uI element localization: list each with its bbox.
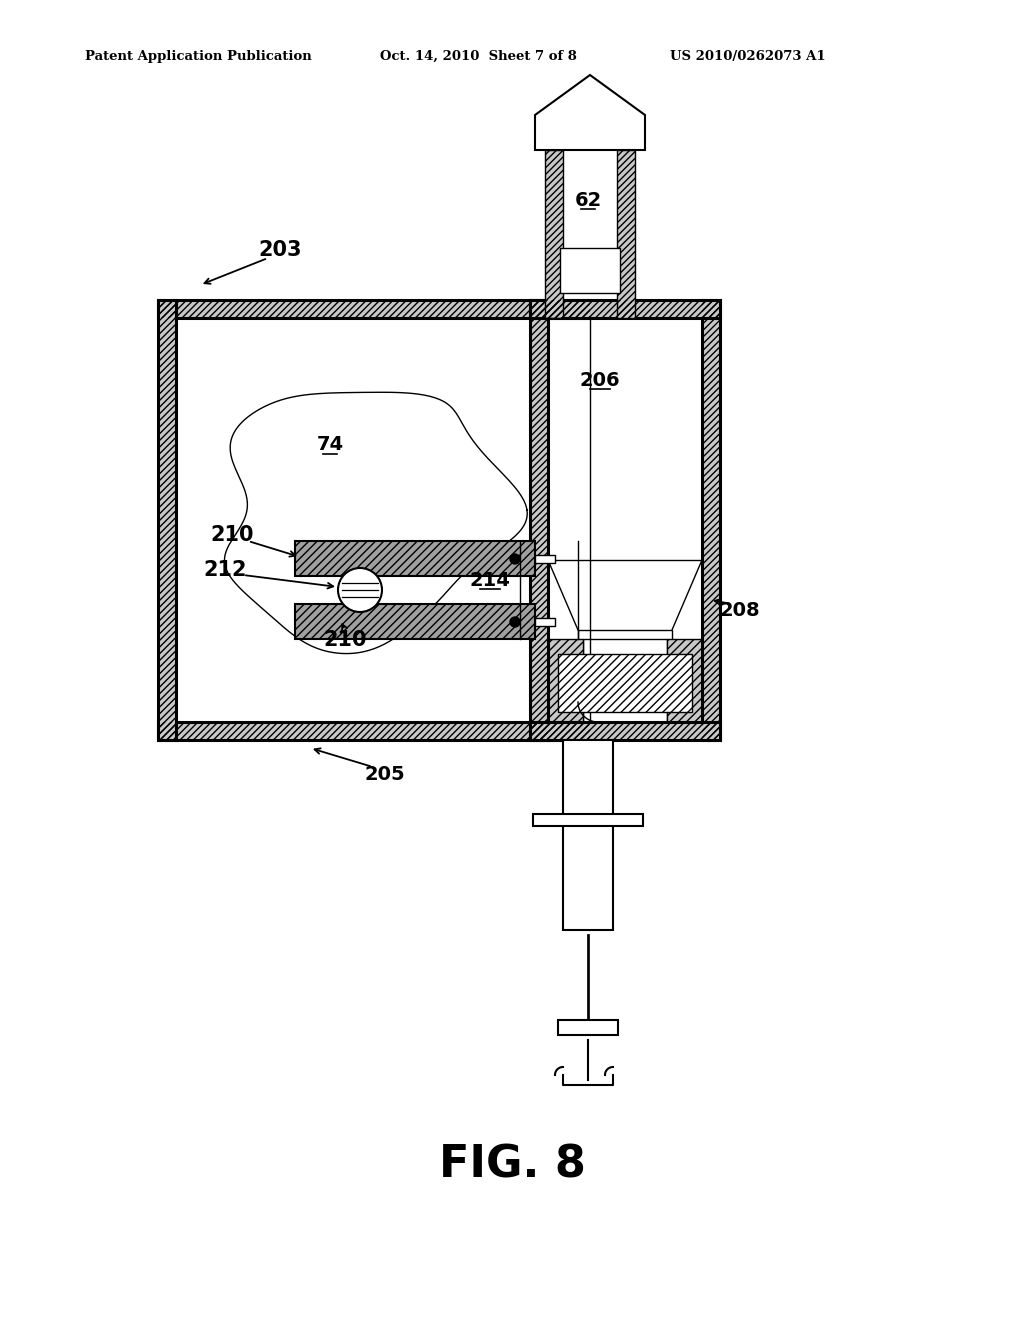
Bar: [617, 150, 635, 318]
Bar: [530, 300, 548, 741]
Bar: [548, 639, 583, 722]
Circle shape: [338, 568, 382, 612]
Bar: [535, 554, 555, 564]
Polygon shape: [224, 392, 527, 653]
Bar: [534, 813, 643, 825]
Bar: [667, 639, 702, 722]
Bar: [295, 605, 535, 639]
Text: 210: 210: [210, 525, 254, 545]
Bar: [558, 653, 692, 711]
Text: 74: 74: [316, 436, 344, 454]
Bar: [295, 605, 535, 639]
Text: 214: 214: [470, 570, 510, 590]
Bar: [545, 150, 563, 318]
Bar: [563, 150, 617, 318]
Bar: [158, 300, 176, 741]
Bar: [535, 618, 555, 626]
Text: Patent Application Publication: Patent Application Publication: [85, 50, 311, 63]
Bar: [617, 150, 635, 318]
Text: 205: 205: [365, 766, 406, 784]
Bar: [583, 639, 667, 722]
Text: 208: 208: [720, 601, 760, 619]
Bar: [558, 653, 692, 711]
Bar: [702, 300, 720, 741]
Bar: [295, 541, 535, 576]
Bar: [530, 300, 720, 318]
Bar: [548, 318, 702, 560]
Bar: [560, 248, 620, 293]
Bar: [176, 318, 590, 722]
Circle shape: [510, 616, 520, 627]
Text: FIG. 8: FIG. 8: [438, 1143, 586, 1187]
Bar: [563, 741, 613, 931]
Bar: [158, 722, 590, 741]
Text: US 2010/0262073 A1: US 2010/0262073 A1: [670, 50, 825, 63]
Bar: [295, 541, 535, 576]
Bar: [158, 722, 590, 741]
Text: 62: 62: [574, 190, 602, 210]
Text: Oct. 14, 2010  Sheet 7 of 8: Oct. 14, 2010 Sheet 7 of 8: [380, 50, 577, 63]
Bar: [158, 300, 176, 741]
Bar: [702, 300, 720, 741]
Bar: [158, 300, 590, 318]
Bar: [667, 639, 702, 722]
Circle shape: [510, 554, 520, 564]
Bar: [548, 639, 583, 722]
Bar: [530, 300, 548, 741]
Bar: [176, 318, 590, 722]
Bar: [545, 150, 563, 318]
Bar: [578, 630, 672, 722]
Text: 212: 212: [203, 560, 247, 579]
Text: 210: 210: [324, 630, 367, 649]
Text: 203: 203: [258, 240, 302, 260]
Bar: [158, 300, 590, 318]
Bar: [530, 722, 720, 741]
Polygon shape: [535, 75, 645, 150]
Bar: [530, 722, 720, 741]
Bar: [558, 1020, 618, 1035]
Text: 206: 206: [580, 371, 621, 389]
Bar: [530, 300, 720, 318]
